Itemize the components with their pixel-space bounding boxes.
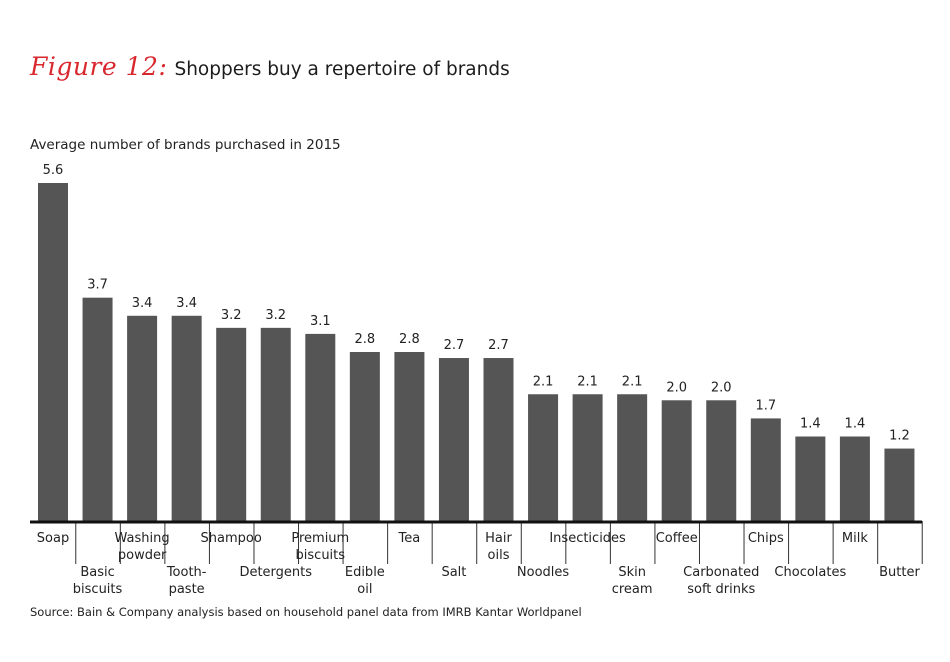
bar — [528, 394, 559, 521]
value-label: 1.4 — [800, 417, 821, 432]
bar — [349, 352, 380, 521]
category-label: biscuits — [296, 548, 346, 563]
category-label: Carbonated — [683, 565, 759, 580]
category-label: Premium — [291, 531, 349, 546]
category-label: Tea — [398, 531, 421, 546]
value-label: 5.6 — [43, 163, 64, 178]
value-label: 3.2 — [265, 308, 286, 323]
value-label: 2.8 — [399, 332, 420, 347]
category-label: Shampoo — [201, 531, 262, 546]
category-label: biscuits — [73, 582, 123, 597]
category-label: Skin — [618, 565, 646, 580]
category-label: cream — [612, 582, 653, 597]
bar-chart: 5.6 Soap 3.7 Basic biscuits 3.4 Washing powder 3… — [30, 163, 923, 597]
category-label: oil — [357, 582, 372, 597]
bar — [884, 448, 915, 521]
value-label: 2.8 — [355, 332, 376, 347]
value-label: 1.2 — [889, 429, 910, 444]
bar — [839, 436, 870, 521]
bar — [305, 333, 336, 521]
bar — [171, 315, 202, 521]
chart-title: Shoppers buy a repertoire of brands — [174, 59, 510, 80]
category-label: Tooth- — [166, 565, 207, 580]
bar — [216, 327, 247, 521]
value-label: 2.0 — [711, 380, 732, 395]
category-label: Chips — [748, 531, 784, 546]
value-label: 3.4 — [132, 296, 153, 311]
bar — [750, 418, 781, 521]
bar — [795, 436, 826, 521]
bar — [706, 400, 737, 521]
category-label: oils — [488, 548, 510, 563]
value-label: 2.1 — [622, 374, 643, 389]
value-label: 2.1 — [577, 374, 598, 389]
category-label: Coffee — [656, 531, 698, 546]
category-label: Milk — [842, 531, 868, 546]
category-label: Soap — [37, 531, 69, 546]
value-label: 2.7 — [488, 338, 509, 353]
bar — [127, 315, 158, 521]
source-note: Source: Bain & Company analysis based on… — [30, 605, 582, 619]
value-label: 3.2 — [221, 308, 242, 323]
value-label: 1.4 — [845, 417, 866, 432]
category-label: soft drinks — [687, 582, 755, 597]
figure-label: Figure 12: — [30, 52, 168, 81]
category-label: Butter — [879, 565, 920, 580]
category-label: Basic — [80, 565, 114, 580]
bar — [38, 183, 68, 521]
category-label: Salt — [441, 565, 466, 580]
value-label: 2.1 — [533, 374, 554, 389]
category-label: Noodles — [517, 565, 569, 580]
bar — [572, 394, 603, 521]
chart-subtitle: Average number of brands purchased in 20… — [30, 137, 341, 153]
bar — [82, 297, 113, 521]
value-label: 3.1 — [310, 314, 331, 329]
value-label: 1.7 — [755, 398, 776, 413]
bar — [661, 400, 692, 521]
bar — [617, 394, 648, 521]
category-label: Washing — [115, 531, 170, 546]
value-label: 3.4 — [176, 296, 197, 311]
category-label: Edible — [345, 565, 385, 580]
bar — [394, 352, 425, 521]
value-label: 2.7 — [444, 338, 465, 353]
value-label: 2.0 — [666, 380, 687, 395]
category-label: Insecticides — [549, 531, 626, 546]
category-label: Hair — [485, 531, 512, 546]
value-label: 3.7 — [87, 278, 108, 293]
bar — [260, 327, 291, 521]
bar — [438, 358, 469, 521]
category-label: powder — [118, 548, 167, 563]
category-label: Chocolates — [774, 565, 846, 580]
bar — [483, 358, 514, 521]
category-label: paste — [169, 582, 205, 597]
figure-title-row: Figure 12: Shoppers buy a repertoire of … — [30, 52, 510, 81]
category-label: Detergents — [239, 565, 312, 580]
